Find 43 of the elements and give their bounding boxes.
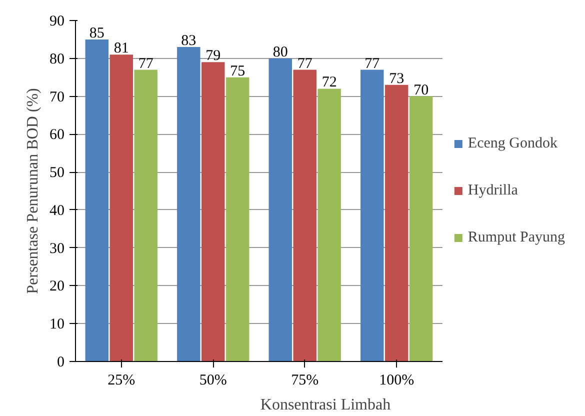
- bar: [318, 88, 341, 362]
- y-tick-label: 70: [50, 89, 64, 106]
- data-label: 75: [230, 63, 246, 80]
- bar: [201, 62, 225, 362]
- data-label: 81: [114, 40, 129, 57]
- bar: [409, 96, 433, 362]
- bar: [268, 58, 292, 362]
- data-label: 77: [297, 56, 313, 72]
- data-label: 72: [322, 74, 337, 91]
- data-label: 73: [389, 70, 404, 87]
- y-tick-label: 90: [50, 14, 64, 30]
- x-tick-label: 25%: [108, 372, 136, 388]
- y-tick-label: 60: [50, 127, 64, 144]
- data-label: 77: [364, 56, 380, 72]
- y-tick-label: 0: [57, 354, 64, 370]
- x-tick-label: 50%: [199, 372, 227, 388]
- bar: [110, 54, 133, 362]
- data-label: 70: [414, 82, 429, 98]
- legend-label: Eceng Gondok: [468, 135, 558, 152]
- bar: [226, 77, 250, 362]
- y-axis-title: Persentase Penurunan BOD (%): [24, 88, 42, 294]
- data-label: 85: [89, 25, 104, 42]
- data-label: 77: [138, 56, 154, 72]
- y-tick-label: 20: [50, 278, 64, 295]
- x-tick-label: 75%: [291, 372, 319, 388]
- y-tick-label: 30: [50, 240, 64, 257]
- bar: [293, 70, 316, 362]
- x-axis-title: Konsentrasi Limbah: [260, 396, 391, 414]
- data-label: 83: [181, 33, 196, 50]
- data-label: 80: [272, 44, 288, 60]
- y-tick-label: 10: [50, 316, 64, 333]
- y-tick-label: 80: [50, 51, 64, 68]
- x-tick-label: 100%: [379, 372, 414, 388]
- legend-label: Rumput Payung: [468, 229, 565, 246]
- y-tick-label: 50: [50, 165, 64, 182]
- bar: [384, 84, 408, 362]
- bar: [134, 70, 158, 362]
- data-label: 79: [206, 48, 221, 64]
- legend-label: Hydrilla: [468, 182, 518, 199]
- bar: [360, 70, 384, 362]
- bar: [177, 47, 200, 362]
- y-tick-label: 40: [50, 202, 64, 219]
- bar: [85, 39, 109, 362]
